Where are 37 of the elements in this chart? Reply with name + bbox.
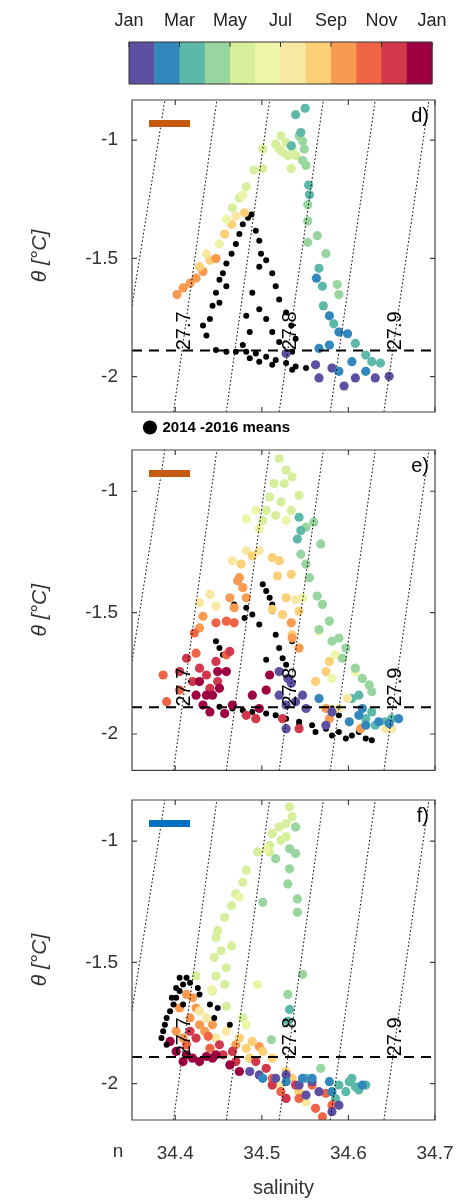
chart-title: e) bbox=[411, 453, 429, 476]
text: 27.7 bbox=[172, 667, 195, 707]
y-axis-title: θ [°C] bbox=[26, 228, 50, 283]
color-bar-label: Nov bbox=[365, 10, 398, 30]
y-tick-label: -1 bbox=[101, 479, 118, 501]
y-tick-label: -1.5 bbox=[85, 600, 118, 622]
y-tick-label: -2 bbox=[101, 364, 118, 386]
text: n bbox=[112, 1139, 124, 1161]
y-tick-label: -1 bbox=[101, 829, 118, 851]
y-tick-label: -2 bbox=[101, 722, 118, 744]
x-tick-label: 34.7 bbox=[416, 1141, 454, 1163]
y-tick-label: -1 bbox=[101, 128, 118, 150]
x-tick-label: 34.4 bbox=[156, 1141, 195, 1163]
y-tick-label: -1.5 bbox=[85, 246, 118, 268]
chart-title: d) bbox=[411, 103, 429, 126]
x-tick-label: 34.5 bbox=[243, 1141, 281, 1163]
text: 27.7 bbox=[172, 311, 195, 351]
text: 27.7 bbox=[172, 1017, 195, 1057]
color-bar-label: Sep bbox=[314, 10, 348, 30]
y-axis-title: θ [°C] bbox=[26, 932, 50, 987]
chart-title: f) bbox=[416, 803, 429, 826]
y-tick-label: -1.5 bbox=[85, 950, 118, 972]
legend-label: 2014 -2016 means bbox=[162, 417, 291, 435]
color-bar-label: Mar bbox=[164, 10, 195, 30]
x-axis-title: salinity bbox=[252, 1175, 315, 1198]
text: 27.8 bbox=[278, 1017, 301, 1057]
y-axis-title: θ [°C] bbox=[26, 582, 50, 637]
color-bar-label: Jan bbox=[114, 10, 144, 30]
text: 27.9 bbox=[383, 311, 406, 351]
color-bar-label: Jan bbox=[417, 10, 447, 30]
text: 27.9 bbox=[383, 667, 406, 707]
color-bar-label: Jul bbox=[268, 10, 293, 30]
text: 27.9 bbox=[383, 1017, 406, 1057]
text: 27.8 bbox=[278, 667, 301, 707]
y-tick-label: -2 bbox=[101, 1071, 118, 1093]
color-bar-label: May bbox=[212, 10, 248, 30]
x-tick-label: 34.6 bbox=[329, 1141, 367, 1163]
